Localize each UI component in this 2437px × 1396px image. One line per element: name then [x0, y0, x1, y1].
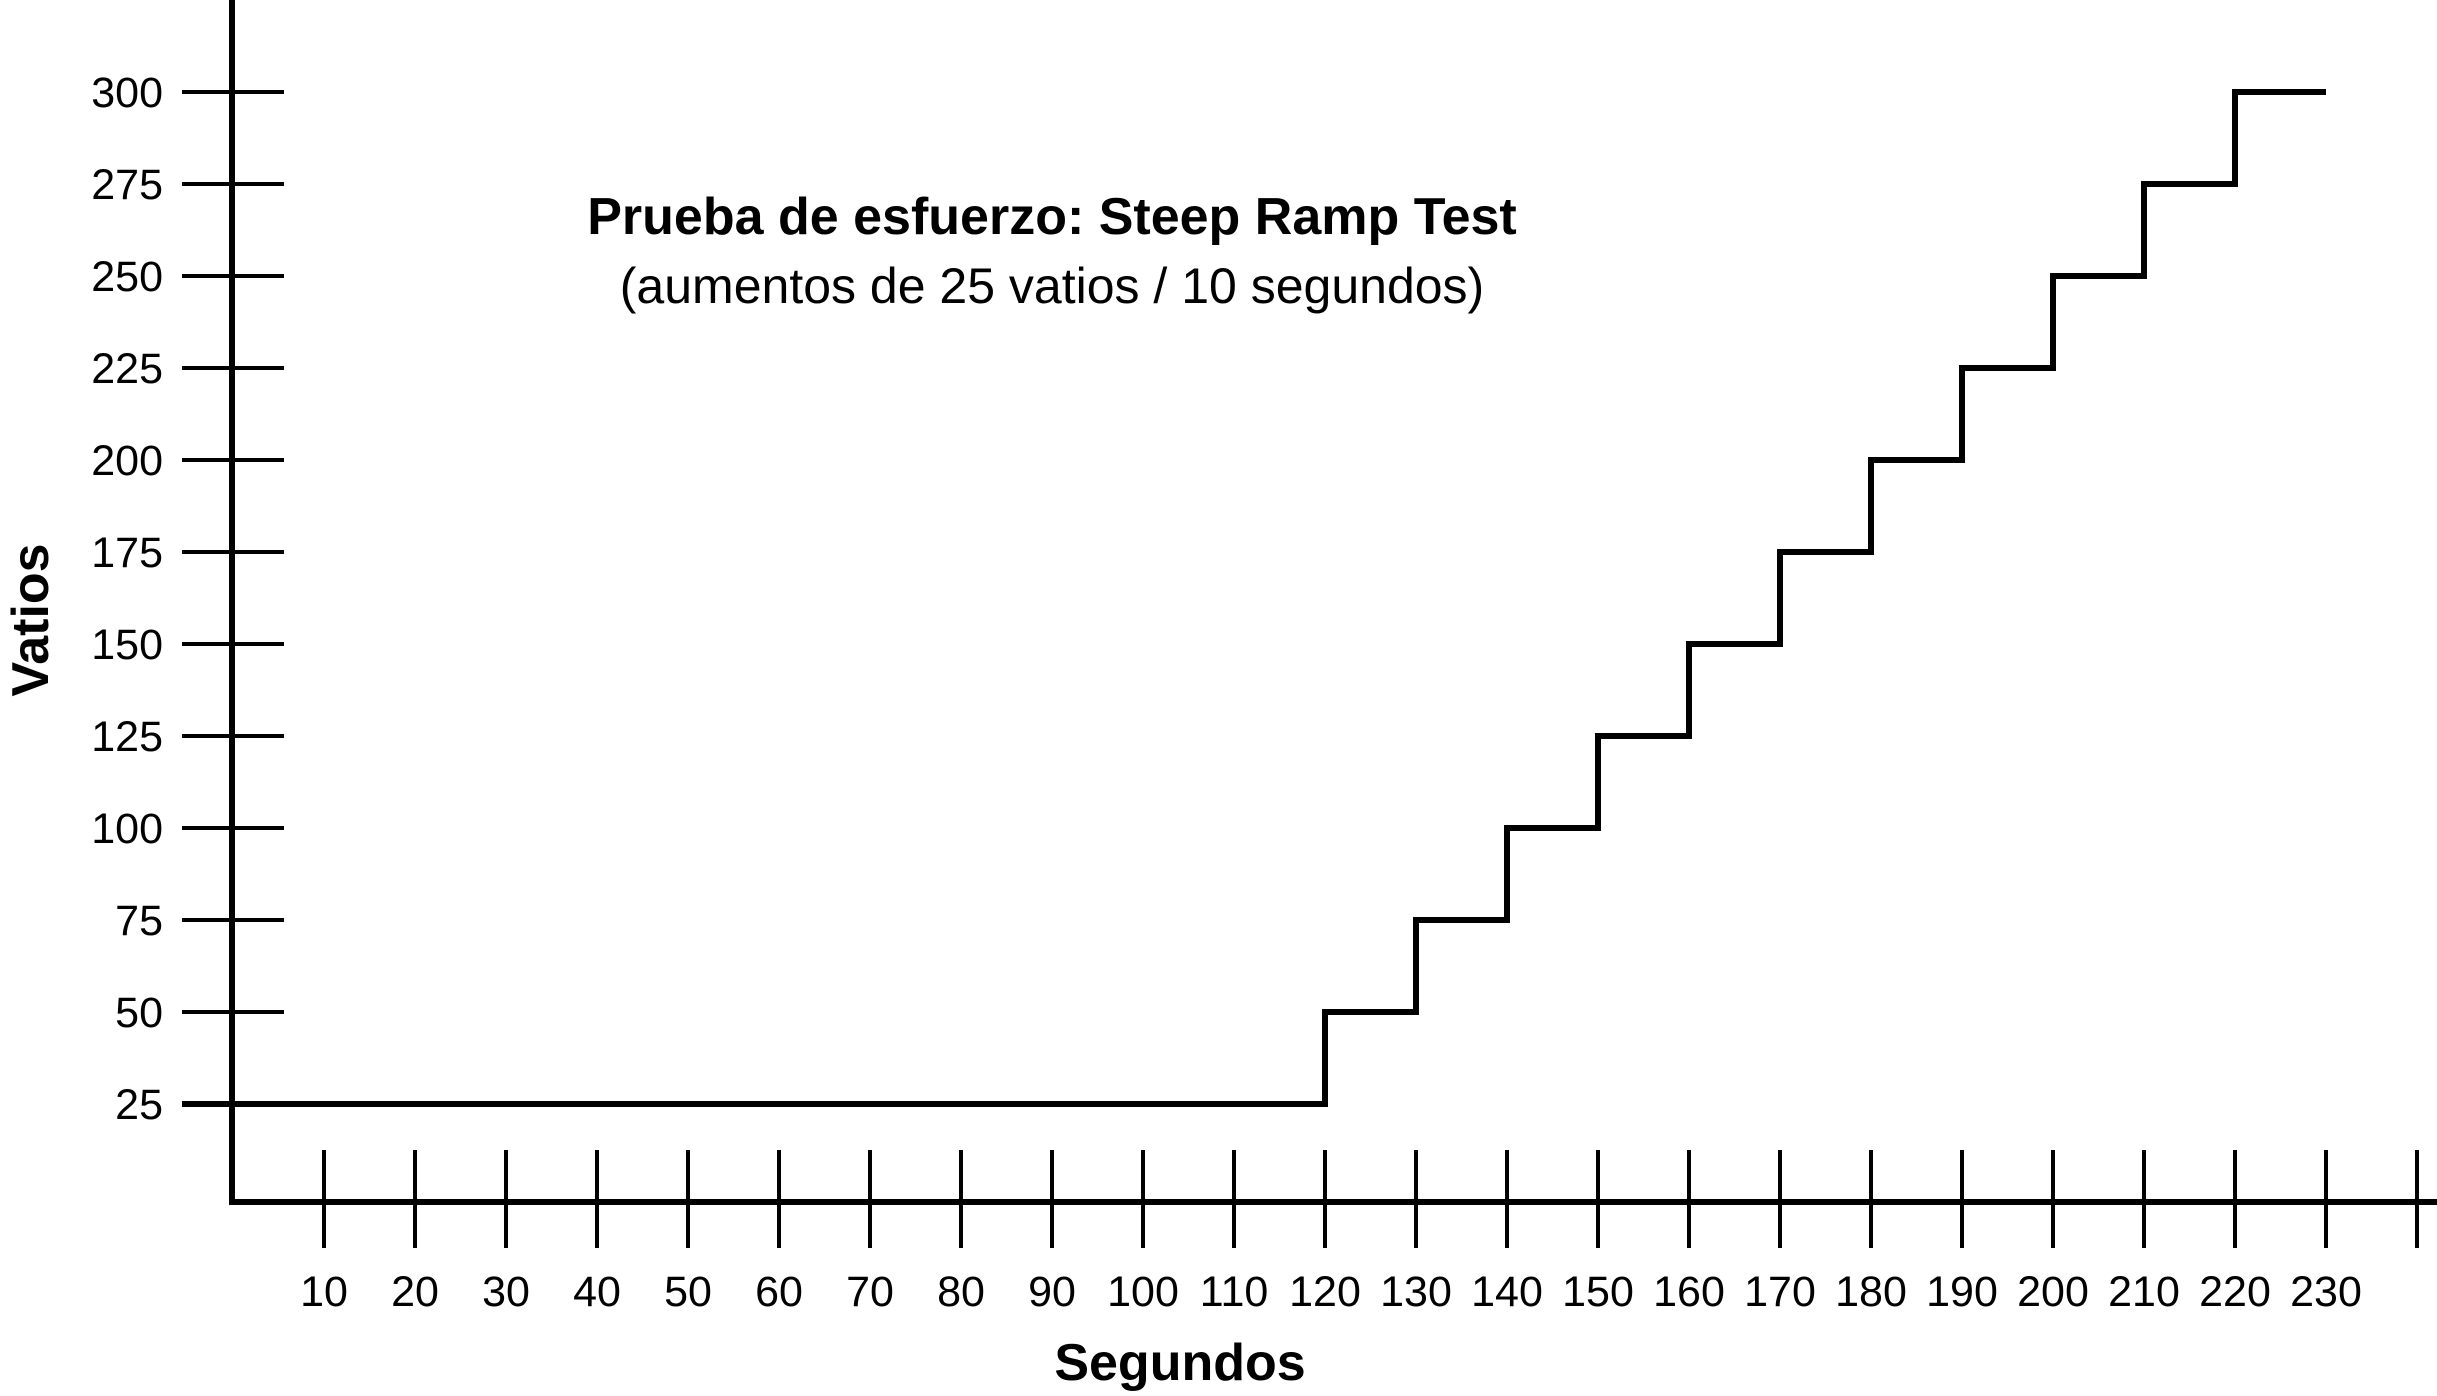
y-tick-label: 50: [115, 989, 163, 1037]
x-tick-label: 20: [391, 1268, 439, 1316]
y-tick-label: 25: [115, 1081, 163, 1129]
x-tick-label: 130: [1380, 1268, 1452, 1316]
x-tick-label: 230: [2290, 1268, 2362, 1316]
x-tick-label: 190: [1926, 1268, 1998, 1316]
y-tick-label: 150: [91, 621, 163, 669]
x-tick-label: 80: [937, 1268, 985, 1316]
x-tick-label: 120: [1289, 1268, 1361, 1316]
x-tick-label: 10: [300, 1268, 348, 1316]
y-tick-label: 100: [91, 805, 163, 853]
x-axis-label: Segundos: [1054, 1334, 1305, 1392]
x-tick-label: 100: [1107, 1268, 1179, 1316]
y-tick-label: 275: [91, 161, 163, 209]
x-tick-label: 90: [1028, 1268, 1076, 1316]
x-tick-label: 170: [1744, 1268, 1816, 1316]
x-tick-label: 60: [755, 1268, 803, 1316]
series-line: [182, 89, 2326, 1107]
x-tick-label: 50: [664, 1268, 712, 1316]
chart-title: Prueba de esfuerzo: Steep Ramp Test: [587, 188, 1517, 246]
x-tick-label: 180: [1835, 1268, 1907, 1316]
series-group: [182, 89, 2326, 1107]
x-tick-label: 110: [1200, 1268, 1269, 1316]
x-tick-label: 150: [1562, 1268, 1634, 1316]
y-tick-label: 225: [91, 345, 163, 393]
x-tick-label: 160: [1653, 1268, 1725, 1316]
y-tick-label: 200: [91, 437, 163, 485]
x-tick-label: 40: [573, 1268, 621, 1316]
y-axis-label: Vatios: [2, 543, 60, 696]
x-tick-label: 70: [846, 1268, 894, 1316]
x-tick-label: 210: [2108, 1268, 2180, 1316]
y-axis: 25 50 75 100 125 150 175 200 225 250 275 300: [91, 0, 284, 1204]
x-axis: 10 20 30 40 50 60 70 80 90 100 110 120 130 140 150 160 1…: [229, 1150, 2437, 1316]
y-tick-label: 75: [115, 897, 163, 945]
x-tick-label: 140: [1471, 1268, 1543, 1316]
x-tick-label: 200: [2017, 1268, 2089, 1316]
x-tick-label: 220: [2199, 1268, 2271, 1316]
x-tick-label: 30: [482, 1268, 530, 1316]
y-tick-label: 125: [91, 713, 163, 761]
y-tick-label: 175: [91, 529, 163, 577]
chart-subtitle: (aumentos de 25 vatios / 10 segundos): [620, 258, 1484, 314]
y-tick-label: 300: [91, 69, 163, 117]
y-tick-label: 250: [91, 253, 163, 301]
